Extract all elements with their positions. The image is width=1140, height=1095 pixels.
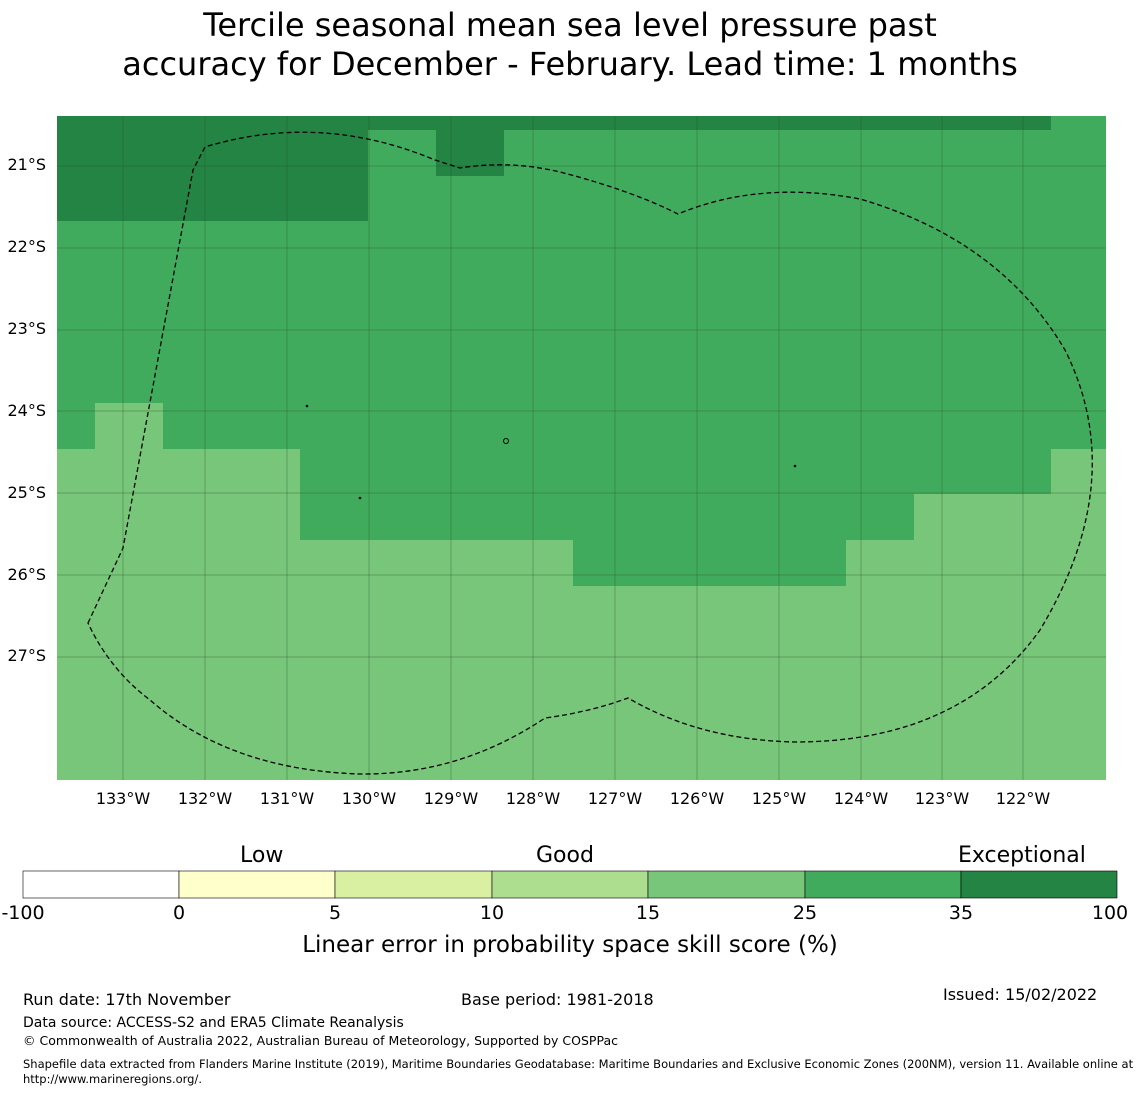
region-skill-35-100	[57, 116, 1051, 221]
lon-label-133w: 133°W	[95, 789, 151, 808]
base-period: Base period: 1981-2018	[461, 990, 654, 1009]
lon-label-127w: 127°W	[587, 789, 643, 808]
islands	[305, 404, 797, 500]
colorbar-tick: 5	[328, 902, 342, 924]
run-date: Run date: 17th November	[23, 990, 231, 1009]
lon-label-123w: 123°W	[914, 789, 970, 808]
issued-date: Issued: 15/02/2022	[943, 985, 1098, 1004]
lat-label-24s: 24°S	[7, 401, 46, 420]
colorbar-category-good: Good	[536, 843, 594, 868]
lon-label-126w: 126°W	[669, 789, 725, 808]
region-skill-25-35	[57, 116, 1106, 586]
lat-label-25s: 25°S	[7, 483, 46, 502]
lon-label-124w: 124°W	[833, 789, 889, 808]
lon-label-132w: 132°W	[177, 789, 233, 808]
lon-label-129w: 129°W	[423, 789, 479, 808]
title-line-1: Tercile seasonal mean sea level pressure…	[203, 6, 937, 44]
colorbar-tick: 100	[1091, 902, 1129, 924]
data-source: Data source: ACCESS-S2 and ERA5 Climate …	[23, 1015, 404, 1031]
lat-label-26s: 26°S	[7, 565, 46, 584]
colorbar-tick: 15	[635, 902, 661, 924]
lon-label-125w: 125°W	[751, 789, 807, 808]
colorbar-category-low: Low	[240, 843, 284, 868]
lon-label-130w: 130°W	[341, 789, 397, 808]
colorbar-label: Linear error in probability space skill …	[302, 932, 838, 958]
lat-label-27s: 27°S	[7, 646, 46, 665]
colorbar	[22, 870, 1118, 899]
lat-label-21s: 21°S	[7, 155, 46, 174]
colorbar-tick: 35	[948, 902, 974, 924]
chart-title: Tercile seasonal mean sea level pressure…	[0, 6, 1140, 84]
lon-label-122w: 122°W	[995, 789, 1051, 808]
title-line-2: accuracy for December - February. Lead t…	[122, 45, 1018, 83]
lat-label-23s: 23°S	[7, 319, 46, 338]
lat-label-22s: 22°S	[7, 237, 46, 256]
eez-boundary	[87, 131, 1093, 775]
lon-label-128w: 128°W	[505, 789, 561, 808]
colorbar-tick: 25	[792, 902, 818, 924]
colorbar-tick: -100	[1, 902, 45, 924]
colorbar-tick: 10	[479, 902, 505, 924]
shapefile-credit: Shapefile data extracted from Flanders M…	[23, 1057, 1134, 1086]
colorbar-category-exceptional: Exceptional	[958, 843, 1086, 868]
lon-label-131w: 131°W	[259, 789, 315, 808]
copyright: © Commonwealth of Australia 2022, Austra…	[23, 1033, 618, 1048]
graticule	[57, 116, 1106, 780]
colorbar-tick: 0	[172, 902, 186, 924]
